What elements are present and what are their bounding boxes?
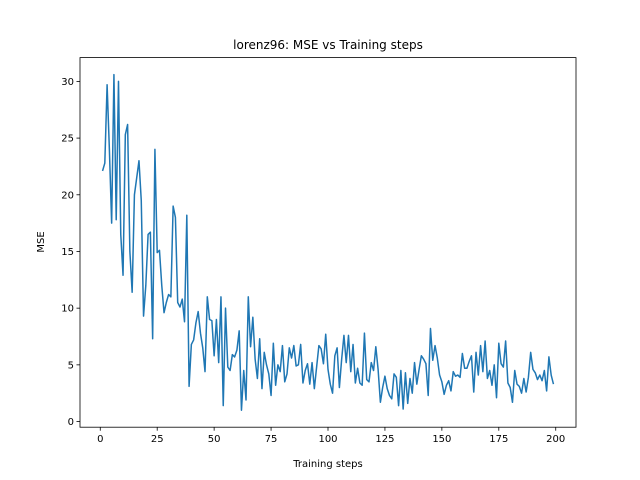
y-tick-label: 20 [61,190,74,201]
y-tick-label: 30 [61,77,74,88]
chart-title: lorenz96: MSE vs Training steps [233,38,423,52]
x-tick-label: 50 [208,434,221,445]
y-axis-label: MSE [36,231,47,252]
x-tick-label: 75 [265,434,278,445]
y-tick-label: 5 [68,360,74,371]
y-tick-label: 25 [61,134,74,145]
x-tick-label: 150 [432,434,451,445]
y-tick-label: 0 [68,417,74,428]
x-tick-label: 175 [489,434,508,445]
x-axis-label: Training steps [292,459,362,470]
data-line [101,73,555,411]
x-tick-label: 200 [546,434,565,445]
x-tick-label: 100 [318,434,337,445]
plot-frame [79,57,577,428]
y-tick-label: 10 [61,304,74,315]
x-tick-label: 25 [151,434,164,445]
x-tick-label: 0 [97,434,103,445]
y-tick-label: 15 [61,247,74,258]
x-tick-label: 125 [375,434,394,445]
